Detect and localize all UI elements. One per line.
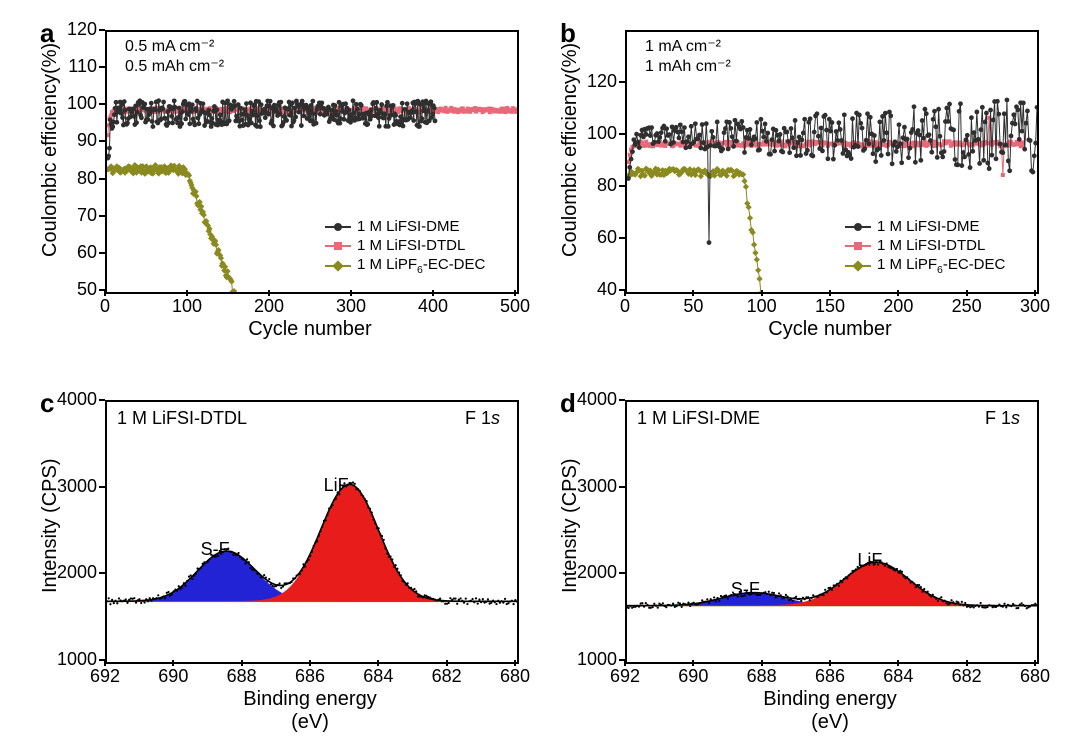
xtick-label: 300: [326, 296, 376, 317]
legend-item: 1 M LiFSI-DME: [325, 218, 485, 235]
xtick-label: 200: [244, 296, 294, 317]
figure-container: a b c d 50607080901001101200100200300400…: [0, 0, 1080, 738]
xtick-label: 682: [942, 666, 992, 687]
ytick-label: 4000: [567, 389, 617, 410]
legend-item: 1 M LiFSI-DTDL: [845, 237, 1005, 254]
xtick-label: 688: [737, 666, 787, 687]
plot-c: [105, 400, 519, 664]
panel-title-right: F 1s: [985, 408, 1020, 429]
xtick-label: 690: [668, 666, 718, 687]
xtick-label: 690: [148, 666, 198, 687]
panel-title-left: 1 M LiFSI-DTDL: [117, 408, 247, 429]
xtick-label: 684: [873, 666, 923, 687]
xtick-label: 50: [668, 296, 718, 317]
legend-item: 1 M LiFSI-DTDL: [325, 237, 485, 254]
ylabel: Intensity (CPS): [559, 459, 582, 593]
xtick-label: 692: [80, 666, 130, 687]
panel-title-left: 1 M LiFSI-DME: [637, 408, 760, 429]
xtick-label: 0: [600, 296, 650, 317]
peak-label: S-F: [731, 579, 760, 600]
xtick-label: 150: [805, 296, 855, 317]
xtick-label: 688: [217, 666, 267, 687]
xtick-label: 684: [353, 666, 403, 687]
chart-svg: [627, 402, 1037, 662]
legend-item: 1 M LiPF6-EC-DEC: [325, 256, 485, 276]
legend-item: 1 M LiPF6-EC-DEC: [845, 256, 1005, 276]
chart-svg: [107, 402, 517, 662]
ylabel: Intensity (CPS): [39, 459, 62, 593]
condition-label: 1 mA cm⁻²: [645, 36, 721, 56]
peak-label: LiF: [324, 475, 349, 496]
xtick-label: 680: [1010, 666, 1060, 687]
plot-d: [625, 400, 1039, 664]
xlabel: Cycle number: [230, 318, 390, 341]
legend-label: 1 M LiFSI-DME: [877, 218, 980, 235]
xtick-label: 0: [80, 296, 130, 317]
xtick-label: 200: [873, 296, 923, 317]
xtick-label: 100: [162, 296, 212, 317]
xlabel: Binding energy (eV): [750, 688, 910, 734]
legend: 1 M LiFSI-DME 1 M LiFSI-DTDL 1 M LiPF6-EC-…: [325, 218, 485, 278]
condition-label: 1 mAh cm⁻²: [645, 56, 731, 76]
peak-label: LiF: [857, 550, 882, 571]
legend-label: 1 M LiFSI-DTDL: [877, 237, 985, 254]
xtick-label: 686: [805, 666, 855, 687]
xtick-label: 300: [1010, 296, 1060, 317]
ytick-label: 4000: [47, 389, 97, 410]
legend: 1 M LiFSI-DME 1 M LiFSI-DTDL 1 M LiPF6-EC-…: [845, 218, 1005, 278]
xtick-label: 400: [408, 296, 458, 317]
panel-title-right: F 1s: [465, 408, 500, 429]
condition-label: 0.5 mA cm⁻²: [125, 36, 214, 56]
xtick-label: 686: [285, 666, 335, 687]
xtick-label: 682: [422, 666, 472, 687]
ylabel: Coulombic efficiency(%): [39, 42, 62, 256]
legend-label: 1 M LiPF6-EC-DEC: [357, 256, 485, 276]
condition-label: 0.5 mAh cm⁻²: [125, 56, 224, 76]
xtick-label: 500: [490, 296, 540, 317]
xtick-label: 692: [600, 666, 650, 687]
legend-label: 1 M LiFSI-DME: [357, 218, 460, 235]
peak-label: S-F: [201, 539, 230, 560]
legend-label: 1 M LiPF6-EC-DEC: [877, 256, 1005, 276]
xtick-label: 250: [942, 296, 992, 317]
ytick-label: 120: [47, 19, 97, 40]
xtick-label: 100: [737, 296, 787, 317]
legend-item: 1 M LiFSI-DME: [845, 218, 1005, 235]
legend-label: 1 M LiFSI-DTDL: [357, 237, 465, 254]
xtick-label: 680: [490, 666, 540, 687]
ylabel: Coulombic efficiency(%): [559, 42, 582, 256]
xlabel: Cycle number: [750, 318, 910, 341]
xlabel: Binding energy (eV): [230, 688, 390, 734]
